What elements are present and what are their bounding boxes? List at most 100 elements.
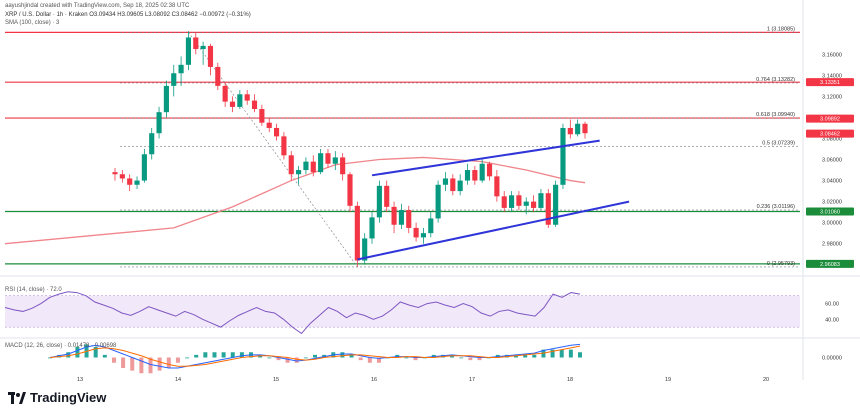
candle-body-28 (318, 153, 324, 173)
candle-body-19 (251, 100, 258, 110)
candle-63 (575, 119, 581, 137)
macd-pane[interactable] (48, 343, 582, 374)
macd-hist-26 (285, 357, 290, 363)
fib-label-1: 0.764 (3.13282) (756, 77, 795, 83)
candle-60 (553, 180, 559, 227)
candle-31 (340, 153, 346, 181)
price-tag-text-0: 3.13351 (820, 80, 840, 86)
candle-15 (222, 81, 228, 107)
candle-55 (516, 191, 522, 211)
axes: 3.16000 3.14000 3.12000 3.08000 3.06000 3.040… (0, 0, 860, 383)
macd-hist-8 (121, 357, 126, 368)
candle-body-56 (523, 201, 529, 206)
fib-label-3: 0.5 (3.07239) (762, 140, 795, 146)
candle-body-54 (508, 195, 515, 208)
candle-44 (435, 180, 441, 223)
candle-body-5 (149, 133, 155, 155)
fib-swing-line (188, 32, 358, 268)
candle-5 (149, 127, 155, 160)
candle-8 (171, 64, 177, 97)
candle-25 (296, 165, 302, 185)
candle-body-29 (325, 153, 331, 164)
candle-23 (281, 132, 287, 160)
candle-16 (229, 96, 236, 113)
rsi-tick-1: 40.00 (825, 317, 839, 323)
candle-body-26 (303, 161, 309, 171)
macd-hist-15 (185, 357, 190, 359)
candle-51 (486, 161, 493, 181)
sma-line (4, 156, 586, 245)
price-pane[interactable]: 1 (3.18085) 0.764 (3.13282) 0.618 (3.09940… (4, 26, 800, 268)
candle-body-21 (266, 122, 272, 128)
price-tag-bg-3 (806, 207, 854, 216)
fib-label-5: 0 (2.95793) (767, 261, 795, 267)
macd-hist-52 (523, 354, 528, 358)
rsi-line (4, 291, 581, 335)
candle-10 (185, 31, 192, 71)
macd-signal-line (49, 345, 581, 367)
candle-30 (332, 151, 338, 171)
candle-body-39 (398, 210, 404, 225)
candle-48 (464, 163, 471, 185)
macd-hist-19 (221, 352, 226, 358)
candle-body-3 (134, 180, 140, 185)
macd-hist-21 (239, 352, 244, 358)
candle-body-12 (200, 45, 206, 50)
price-tag-bg-4 (806, 259, 854, 268)
candle-body-42 (420, 233, 427, 238)
price-tag-bg-0 (806, 78, 854, 87)
candle-53 (501, 191, 507, 213)
candle-body-15 (222, 85, 228, 102)
candle-body-7 (163, 85, 169, 113)
macd-hist-9 (130, 357, 135, 371)
macd-hist-2 (66, 352, 71, 358)
macd-hist-29 (313, 354, 317, 358)
candle-body-45 (442, 178, 449, 185)
time-label-5: 18 (567, 377, 573, 383)
rsi-pane[interactable] (4, 291, 800, 335)
candle-body-62 (567, 127, 573, 135)
macd-hist-0 (48, 357, 52, 359)
candle-32 (347, 172, 353, 213)
candle-body-63 (575, 123, 581, 135)
macd-hist-55 (550, 349, 555, 358)
candle-61 (560, 123, 566, 189)
macd-hist-46 (468, 357, 473, 361)
price-tag-3: 3.01060 (806, 207, 854, 216)
macd-hist-20 (230, 352, 235, 358)
candle-body-16 (229, 101, 236, 107)
candle-39 (398, 203, 404, 229)
candle-body-52 (494, 176, 500, 197)
candle-34 (362, 233, 368, 265)
rsi-tick-0: 60.00 (825, 302, 839, 308)
price-tag-0: 3.13351 (806, 78, 854, 87)
candle-body-17 (237, 94, 243, 107)
candle-13 (207, 43, 214, 76)
fib-label-2: 0.618 (3.09940) (756, 112, 795, 118)
candle-body-64 (582, 123, 588, 134)
candle-body-37 (384, 185, 390, 207)
candle-7 (163, 80, 169, 118)
rsi-band (5, 295, 800, 328)
candle-33 (354, 201, 360, 267)
symbol-line: XRP / U.S. Dollar · 1h · Kraken O3.09434… (5, 12, 251, 18)
candle-57 (531, 195, 537, 213)
candle-41 (413, 222, 419, 242)
macd-hist-40 (413, 357, 418, 361)
candle-29 (325, 149, 331, 168)
candle-body-31 (340, 157, 346, 175)
candle-17 (237, 90, 243, 110)
price-tag-text-4: 2.96083 (820, 262, 840, 268)
time-label-2: 15 (273, 377, 279, 383)
candle-46 (450, 174, 456, 196)
macd-hist-32 (340, 352, 345, 358)
candle-body-30 (332, 157, 338, 164)
trend-line-0 (357, 200, 630, 261)
candle-body-40 (406, 210, 412, 228)
macd-hist-7 (111, 357, 116, 363)
price-tag-bg-1 (806, 114, 854, 123)
macd-hist-33 (349, 354, 354, 358)
price-tick-5: 3.04000 (822, 179, 842, 185)
candle-body-50 (479, 163, 485, 181)
